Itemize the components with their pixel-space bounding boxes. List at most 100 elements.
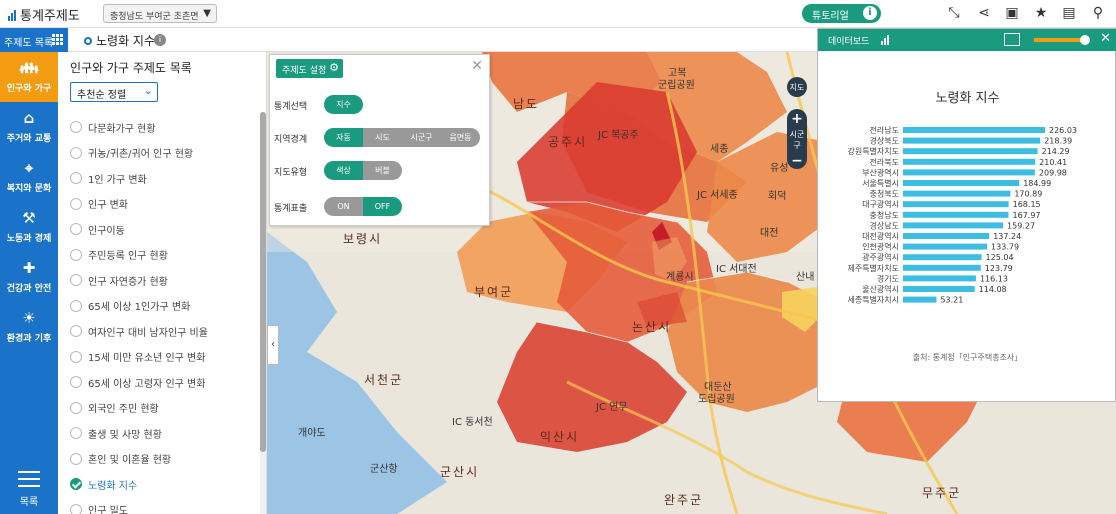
- menu-label: 목록: [19, 497, 39, 508]
- bar[interactable]: [903, 169, 1035, 176]
- bar[interactable]: [903, 222, 1004, 229]
- list-item[interactable]: 인구 자연증가 현황: [70, 271, 168, 289]
- list-item[interactable]: 노령화 지수: [70, 475, 137, 493]
- theme-list-button[interactable]: 주제도 목록: [0, 28, 68, 52]
- bar[interactable]: [903, 275, 976, 282]
- list-item[interactable]: 출생 및 사망 현황: [70, 424, 162, 442]
- nav-item-labor[interactable]: ⚒ 노동과 경제: [0, 202, 58, 252]
- list-item[interactable]: 주민등록 인구 현황: [70, 246, 168, 264]
- map-place-label: 개야도: [298, 428, 326, 439]
- title-info-icon[interactable]: i: [154, 34, 166, 46]
- zoom-out-button[interactable]: −: [791, 153, 803, 169]
- list-item[interactable]: 다문화가구 현황: [70, 118, 156, 136]
- settings-option-button[interactable]: 자동: [324, 128, 363, 147]
- nav-item-population[interactable]: 👪︎ 인구와 가구: [0, 52, 58, 102]
- collapse-icon[interactable]: ⤡: [948, 5, 960, 21]
- bar[interactable]: [903, 158, 1036, 165]
- document-icon[interactable]: ▤: [1062, 5, 1076, 21]
- zoom-control: + 시군구 −: [787, 109, 807, 169]
- app-title: 통계주제도: [20, 9, 80, 24]
- settings-option-button[interactable]: 색상: [324, 161, 363, 180]
- map-legend-button[interactable]: 지도: [787, 77, 807, 97]
- bar[interactable]: [903, 243, 988, 250]
- list-item[interactable]: 15세 미만 유소년 인구 변화: [70, 348, 205, 366]
- star-icon[interactable]: ★: [1034, 5, 1048, 21]
- bar[interactable]: [903, 211, 1009, 218]
- bar[interactable]: [903, 296, 937, 303]
- category-label: 광주광역시: [862, 252, 899, 262]
- settings-close-icon[interactable]: ✕: [471, 58, 483, 74]
- theme-list-label: 주제도 목록: [4, 38, 54, 49]
- list-item[interactable]: 65세 이상 1인가구 변화: [70, 297, 190, 315]
- settings-option-button[interactable]: 시군구: [402, 128, 441, 147]
- list-item[interactable]: 외국인 주민 현황: [70, 399, 159, 417]
- bar[interactable]: [903, 137, 1041, 144]
- list-scrollbar[interactable]: [260, 112, 266, 514]
- list-item[interactable]: 1인 가구 변화: [70, 169, 147, 187]
- opacity-slider[interactable]: [1034, 35, 1090, 45]
- map-place-label: 도립공원: [698, 394, 735, 405]
- category-label: 전라남도: [870, 125, 899, 135]
- radio-icon: [70, 376, 82, 388]
- list-item-label: 인구 변화: [88, 200, 128, 211]
- category-label: 대전광역시: [862, 231, 899, 241]
- app-brand[interactable]: 통계주제도: [8, 5, 80, 24]
- nav-item-environment[interactable]: ☀ 환경과 기후: [0, 302, 58, 352]
- settings-segmented-control: 색상 버블: [324, 161, 402, 180]
- search-map-icon[interactable]: ⚲: [1092, 5, 1104, 21]
- region-select[interactable]: 충청남도 부여군 초촌면 ▼: [103, 4, 217, 23]
- radio-icon: [70, 427, 82, 439]
- list-header: 인구와 가구 주제도 목록: [70, 61, 192, 75]
- list-item[interactable]: 귀농/귀촌/귀어 인구 현황: [70, 144, 193, 162]
- bar[interactable]: [903, 148, 1038, 155]
- settings-option-button[interactable]: 지수: [324, 95, 363, 114]
- region-seocheon: [497, 322, 687, 452]
- bar[interactable]: [903, 233, 990, 239]
- settings-option-button[interactable]: ON: [324, 197, 363, 216]
- gear-icon: ⚙: [329, 61, 339, 74]
- list-item[interactable]: 인구이동: [70, 220, 125, 238]
- bar[interactable]: [903, 127, 1045, 133]
- bar[interactable]: [903, 264, 981, 271]
- environment-icon: ☀: [22, 309, 36, 327]
- list-item[interactable]: 여자인구 대비 남자인구 비율: [70, 322, 208, 340]
- map-place-label: 무주군: [922, 486, 962, 500]
- settings-row-label: 지도유형: [274, 168, 308, 178]
- panel-collapse-handle[interactable]: ‹: [267, 325, 279, 365]
- share-icon[interactable]: ⋖: [978, 5, 990, 21]
- map-place-label: 산내: [796, 272, 815, 283]
- nav-item-welfare[interactable]: ⌖ 복지와 문화: [0, 152, 58, 202]
- data-board-close-icon[interactable]: ✕: [1100, 31, 1111, 46]
- zoom-in-button[interactable]: +: [791, 111, 803, 127]
- menu-button[interactable]: 목록: [0, 465, 58, 510]
- bar[interactable]: [903, 254, 982, 261]
- title-dot-icon: [84, 37, 92, 45]
- nav-item-housing[interactable]: ⌂ 주거와 교통: [0, 102, 58, 152]
- bar[interactable]: [903, 190, 1011, 197]
- slider-knob[interactable]: [1080, 35, 1090, 45]
- settings-option-button[interactable]: 읍면동: [441, 128, 480, 147]
- health-icon: ✚: [22, 259, 36, 277]
- scrollbar-thumb[interactable]: [260, 112, 266, 452]
- settings-option-button[interactable]: OFF: [363, 197, 402, 216]
- bar[interactable]: [903, 180, 1020, 186]
- list-item[interactable]: 혼인 및 이혼율 현황: [70, 450, 171, 468]
- list-item[interactable]: 인구 밀도: [70, 501, 128, 514]
- data-board-header: 데이터보드 ✕: [818, 29, 1116, 51]
- bar[interactable]: [903, 201, 1009, 208]
- sort-select[interactable]: 추천순 정렬 ⌄: [70, 82, 158, 102]
- category-label: 서울특별시: [862, 178, 899, 188]
- population-icon: 👪︎: [19, 59, 39, 77]
- image-icon[interactable]: ▣: [1005, 5, 1019, 21]
- hamburger-icon: [18, 471, 40, 487]
- image-icon[interactable]: [1004, 33, 1020, 46]
- settings-option-button[interactable]: 버블: [363, 161, 402, 180]
- category-label: 경상남도: [870, 220, 899, 230]
- list-item[interactable]: 인구 변화: [70, 195, 128, 213]
- settings-option-button[interactable]: 시도: [363, 128, 402, 147]
- nav-item-health[interactable]: ✚ 건강과 안전: [0, 252, 58, 302]
- tutorial-button[interactable]: 튜토리얼 i: [802, 4, 881, 23]
- list-item[interactable]: 65세 이상 고령자 인구 변화: [70, 373, 205, 391]
- bar[interactable]: [903, 286, 975, 292]
